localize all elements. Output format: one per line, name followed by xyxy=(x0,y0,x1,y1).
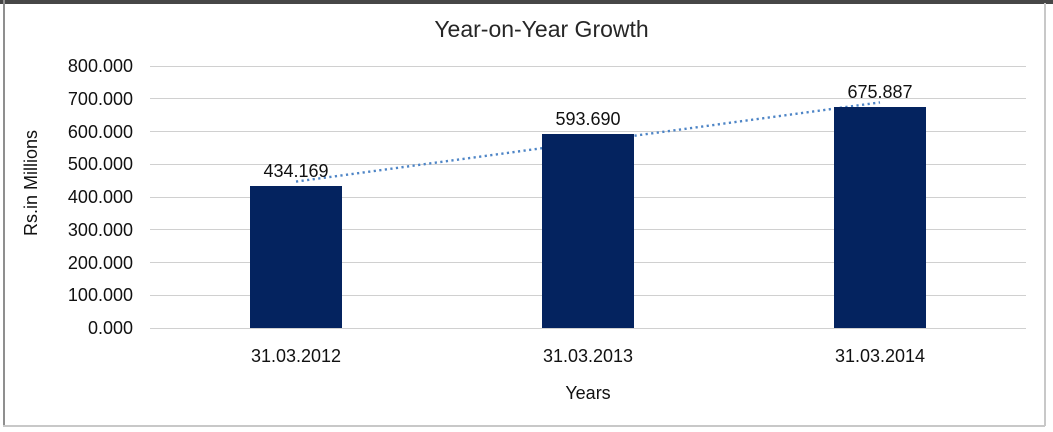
gridline xyxy=(150,98,1026,100)
y-axis-tick-label: 100.000 xyxy=(67,285,133,306)
gridline xyxy=(150,131,1026,132)
y-axis-tick-label: 600.000 xyxy=(67,121,133,142)
y-axis-title: Rs.in Millions xyxy=(21,129,41,237)
y-axis-tick-label: 0.000 xyxy=(87,318,133,338)
y-axis-tick-label: 200.000 xyxy=(67,252,133,273)
bar xyxy=(542,133,634,328)
y-axis-tick-label: 400.000 xyxy=(67,187,133,207)
gridline xyxy=(150,327,1026,329)
x-axis-tick-label: 31.03.2013 xyxy=(542,346,634,366)
chart-title: Year-on-Year Growth xyxy=(434,16,649,42)
y-axis-tick-label: 800.000 xyxy=(67,56,133,76)
y-axis-tick-label: 300.000 xyxy=(67,219,133,240)
bar xyxy=(250,185,342,328)
bar-data-label: 434.169 xyxy=(263,160,329,181)
frame-bottom-border xyxy=(3,425,1045,427)
frame-right-border xyxy=(1044,3,1046,426)
frame-top-border xyxy=(0,0,1053,4)
bar xyxy=(834,106,926,328)
frame-left-border xyxy=(3,0,5,427)
y-axis-tick-label: 700.000 xyxy=(67,88,133,109)
y-axis-tick-label: 500.000 xyxy=(67,154,133,175)
x-axis-tick-label: 31.03.2012 xyxy=(250,346,342,366)
bar-data-label: 593.690 xyxy=(555,108,621,129)
bar-data-label: 675.887 xyxy=(847,81,913,102)
x-axis-title: Years xyxy=(565,383,611,403)
gridline xyxy=(150,65,1026,67)
x-axis-tick-label: 31.03.2014 xyxy=(834,346,926,366)
